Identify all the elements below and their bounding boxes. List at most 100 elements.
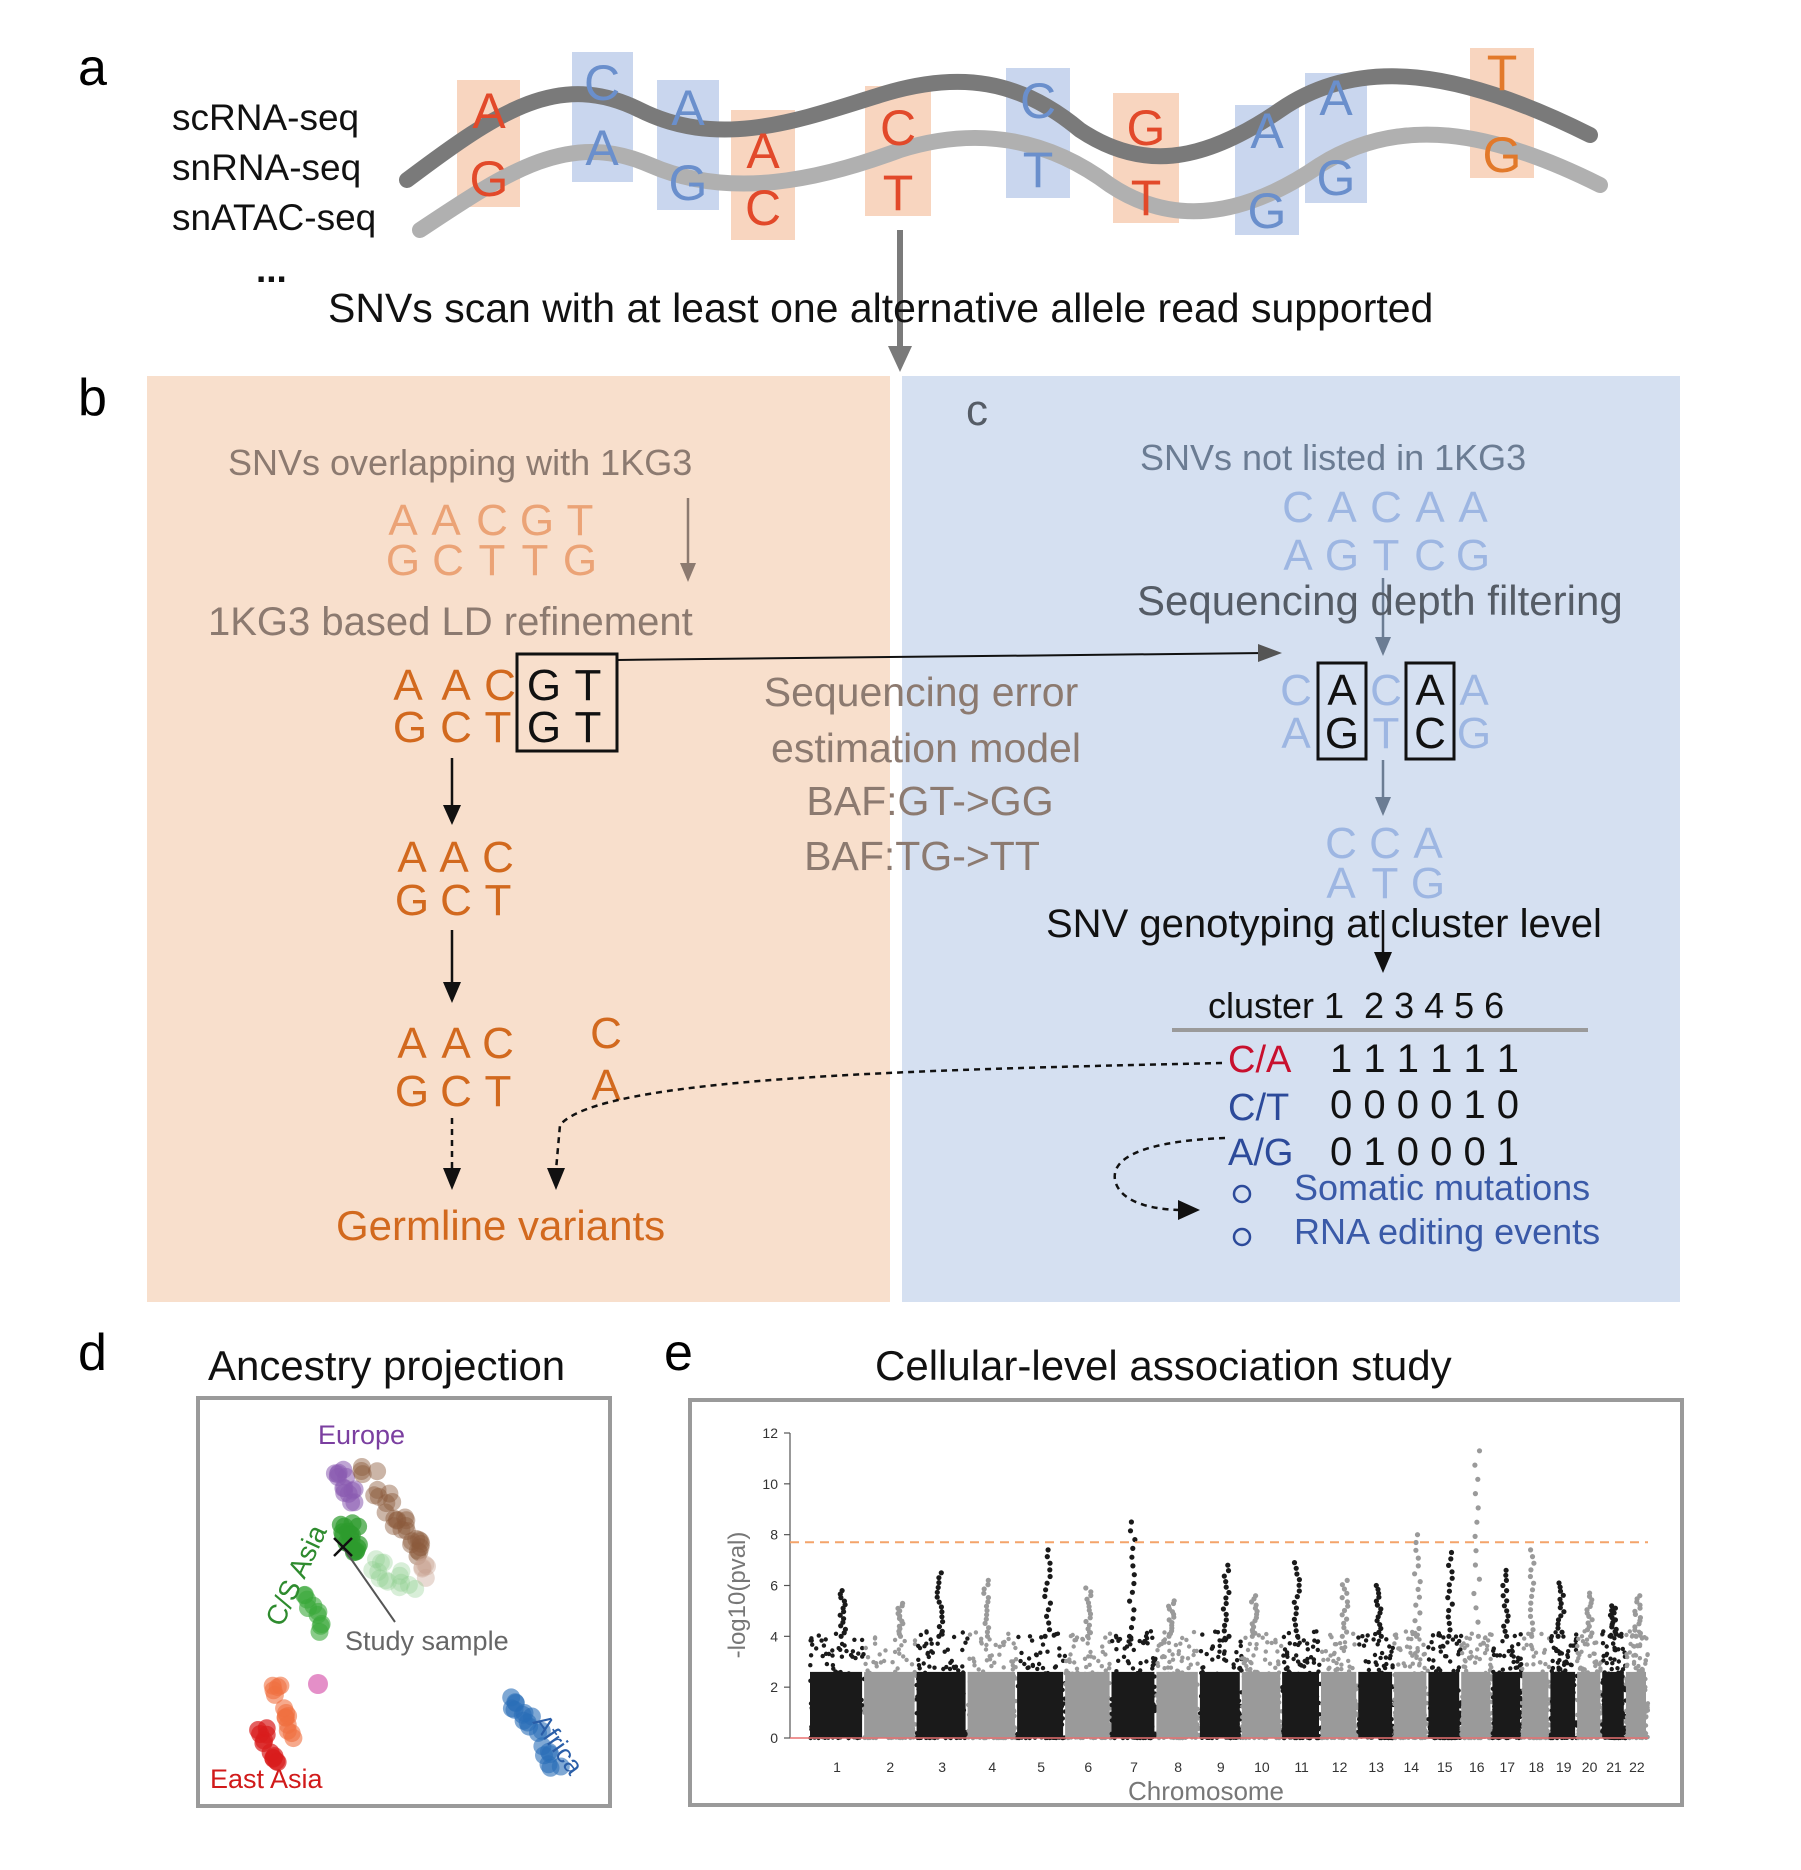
- snp-point: [1186, 1665, 1191, 1671]
- snp-point: [1430, 1665, 1436, 1670]
- snp-point: [960, 1630, 965, 1635]
- snp-point: [963, 1640, 968, 1645]
- snp-point: [1601, 1658, 1606, 1663]
- snp-point: [1637, 1656, 1643, 1661]
- panel-c-heading: SNVs not listed in 1KG3: [1140, 437, 1526, 478]
- snp-point: [1436, 1631, 1442, 1636]
- snp-point: [810, 1642, 815, 1647]
- snp-point: [1238, 1643, 1244, 1649]
- base-bottom: C: [745, 180, 781, 236]
- snp-point: [1509, 1652, 1514, 1658]
- snp-point: [1045, 1547, 1051, 1553]
- snp-point: [1144, 1636, 1150, 1641]
- snp-point: [1557, 1651, 1563, 1656]
- snp-point: [1099, 1664, 1105, 1669]
- snp-point: [1612, 1605, 1618, 1611]
- snp-point: [1464, 1635, 1469, 1641]
- snp-point: [1293, 1611, 1299, 1617]
- snp-point: [1282, 1660, 1287, 1665]
- snp-point: [1083, 1585, 1089, 1591]
- snp-point: [1329, 1635, 1334, 1640]
- snp-point: [1296, 1588, 1302, 1594]
- ancestry-dot: [369, 1487, 388, 1506]
- ancestry-dot: [367, 1550, 385, 1569]
- snp-point: [924, 1630, 929, 1635]
- snp-point: [1225, 1562, 1231, 1568]
- snp-point: [1619, 1634, 1624, 1639]
- snp-point: [899, 1643, 904, 1648]
- snp-point: [936, 1580, 942, 1586]
- snp-point: [956, 1668, 961, 1673]
- snp-point: [940, 1619, 946, 1625]
- snp-point: [1245, 1667, 1250, 1672]
- snp-point: [1376, 1667, 1382, 1673]
- base: C: [1414, 709, 1446, 758]
- base-top: A: [1319, 70, 1353, 126]
- snp-point: [1631, 1661, 1637, 1667]
- base: A: [397, 1019, 427, 1068]
- x-tick-label: 2: [886, 1759, 894, 1775]
- snp-point: [1446, 1607, 1452, 1614]
- scan-caption: SNVs scan with at least one alternative …: [328, 285, 1433, 331]
- snp-point: [1633, 1633, 1639, 1639]
- snp-point: [1383, 1655, 1389, 1660]
- snp-point: [1563, 1659, 1569, 1664]
- snp-point: [1116, 1638, 1121, 1644]
- snp-point: [1027, 1634, 1033, 1639]
- snp-point: [1560, 1592, 1566, 1598]
- assay-label: scRNA-seq: [172, 97, 359, 138]
- snp-point: [1167, 1659, 1172, 1665]
- base: A: [1415, 483, 1445, 532]
- snp-point: [1114, 1635, 1119, 1640]
- snp-point: [1295, 1633, 1301, 1639]
- snp-point: [1558, 1600, 1564, 1607]
- snp-point: [983, 1603, 990, 1609]
- snp-point: [1375, 1642, 1380, 1647]
- arrow: [616, 652, 1266, 661]
- snp-point: [1526, 1631, 1531, 1637]
- snp-point: [947, 1666, 953, 1672]
- snp-point: [1062, 1653, 1068, 1659]
- snp-point: [1472, 1491, 1478, 1497]
- snp-point: [1238, 1639, 1243, 1644]
- base: A: [393, 661, 423, 710]
- snp-point: [1237, 1666, 1242, 1671]
- snp-band: [1394, 1671, 1427, 1738]
- genotype-row-label: C/A: [1228, 1039, 1292, 1081]
- snp-point: [1393, 1632, 1399, 1637]
- snp-point: [1550, 1665, 1556, 1671]
- scan-arrow-head: [888, 346, 912, 372]
- snp-point: [1417, 1661, 1422, 1666]
- snp-point: [1221, 1573, 1227, 1579]
- snp-point: [1339, 1662, 1344, 1667]
- ancestry-dot: [309, 1602, 328, 1621]
- snp-point: [902, 1638, 907, 1644]
- snp-point: [1350, 1665, 1355, 1671]
- snp-point: [1509, 1648, 1515, 1653]
- snp-point: [1642, 1635, 1647, 1640]
- strand-bottom: [412, 126, 1608, 238]
- arrow-head: [443, 1168, 461, 1190]
- snp-point: [1035, 1666, 1040, 1672]
- arrow-head: [547, 1168, 565, 1190]
- snp-point: [838, 1633, 844, 1639]
- snp-point: [1528, 1600, 1534, 1606]
- snp-point: [938, 1604, 945, 1610]
- snp-point: [1131, 1580, 1137, 1587]
- snp-point: [1144, 1659, 1149, 1664]
- base: A: [1327, 483, 1357, 532]
- genotype-row-values: 0 1 0 0 0 1: [1330, 1130, 1519, 1174]
- snp-point: [1538, 1660, 1543, 1665]
- snp-point: [1410, 1631, 1415, 1637]
- dna-bases: A G C A A G A C C T C T G T A G A G T G: [470, 45, 1522, 239]
- snp-point: [1070, 1632, 1075, 1638]
- snp-point: [844, 1648, 849, 1654]
- x-tick-label: 17: [1500, 1759, 1516, 1775]
- snp-point: [1375, 1614, 1381, 1620]
- snp-point: [1019, 1650, 1024, 1656]
- snp-band: [1017, 1671, 1064, 1738]
- snp-point: [1561, 1662, 1567, 1668]
- snp-point: [1103, 1668, 1109, 1673]
- kept-snv-box: [1316, 661, 1368, 761]
- snp-point: [1458, 1633, 1464, 1639]
